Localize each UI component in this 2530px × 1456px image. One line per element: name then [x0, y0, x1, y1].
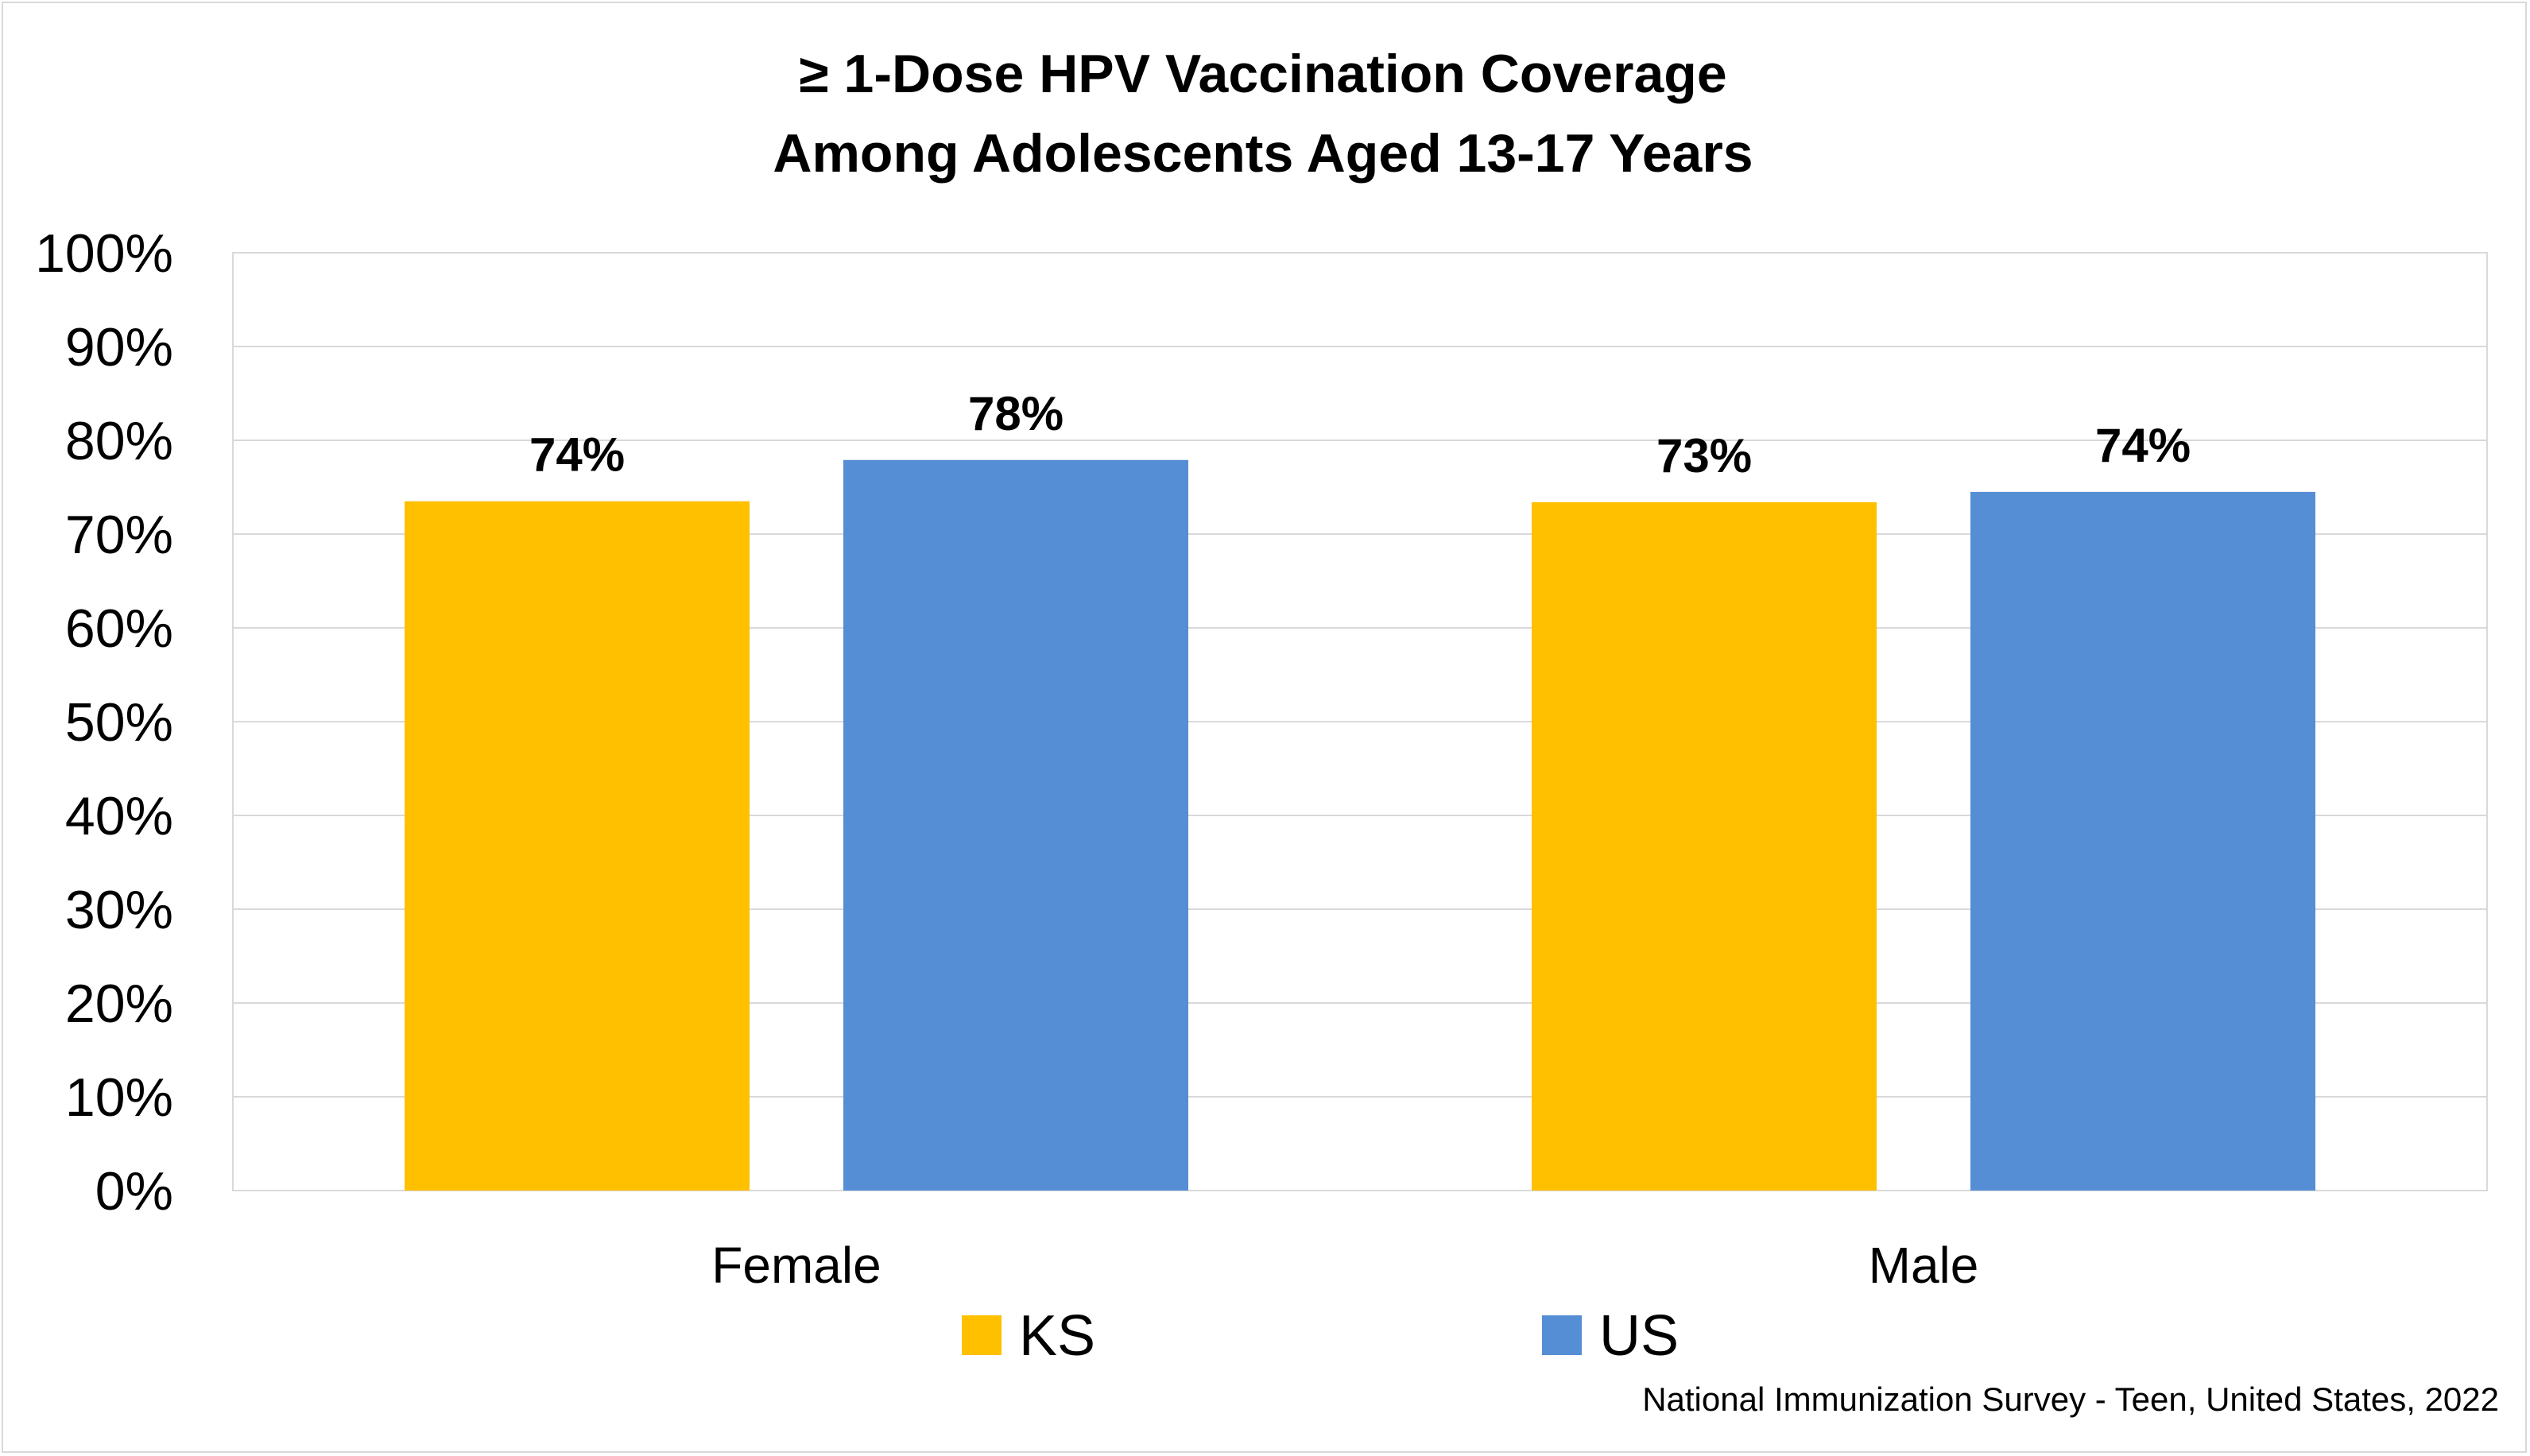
y-tick-label: 80%: [65, 411, 173, 471]
chart-title-line-1: ≥ 1-Dose HPV Vaccination Coverage: [799, 44, 1726, 104]
y-tick-label: 10%: [65, 1067, 173, 1128]
source-note: National Immunization Survey - Teen, Uni…: [1642, 1380, 2499, 1418]
legend-swatch-ks: [962, 1315, 1002, 1355]
y-tick-label: 50%: [65, 692, 173, 753]
chart-title: ≥ 1-Dose HPV Vaccination Coverage Among …: [773, 44, 1753, 184]
legend-label-ks: KS: [1019, 1304, 1095, 1368]
y-tick-label: 20%: [65, 974, 173, 1034]
y-tick-label: 90%: [65, 317, 173, 378]
data-label: 74%: [529, 428, 625, 482]
bar-ks-male: [1532, 501, 1877, 1191]
y-tick-label: 40%: [65, 786, 173, 846]
data-label: 73%: [1656, 429, 1752, 482]
y-tick-label: 0%: [95, 1161, 173, 1222]
bar-us-male: [1970, 491, 2315, 1191]
bar-chart: ≥ 1-Dose HPV Vaccination Coverage Among …: [35, 44, 2499, 1418]
bar-us-female: [843, 459, 1188, 1191]
x-category-label: Female: [711, 1237, 881, 1294]
data-label: 78%: [968, 387, 1064, 440]
bar-ks-female: [405, 501, 750, 1191]
legend-label-us: US: [1599, 1304, 1679, 1368]
y-tick-label: 70%: [65, 505, 173, 565]
chart-title-line-2: Among Adolescents Aged 13-17 Years: [773, 123, 1753, 184]
y-tick-label: 60%: [65, 598, 173, 659]
x-category-label: Male: [1869, 1237, 1979, 1294]
y-tick-label: 30%: [65, 880, 173, 940]
y-tick-label: 100%: [35, 223, 173, 284]
legend: KS US: [962, 1304, 1679, 1368]
plot-area: 0% 10% 20% 30% 40% 50% 60% 70% 80% 90% 100% 74% 78% F…: [35, 223, 2488, 1294]
data-label: 74%: [2095, 419, 2191, 472]
legend-swatch-us: [1542, 1315, 1582, 1355]
